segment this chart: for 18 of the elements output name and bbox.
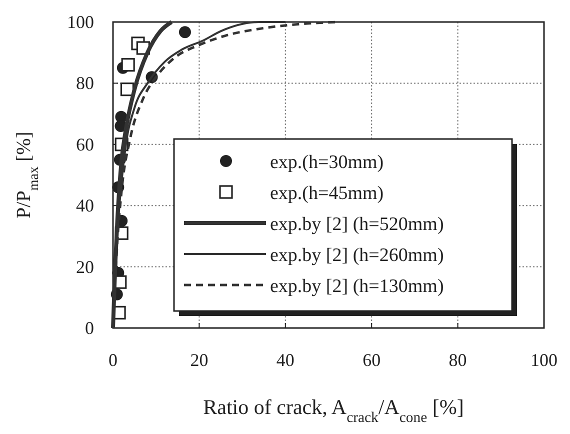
x-tick-label: 60 [362,350,381,370]
y-tick-label: 0 [85,318,94,338]
y-tick-label: 100 [67,12,94,32]
y-tick-label: 40 [76,196,94,216]
y-tick-label: 60 [76,134,94,154]
x-tick-label: 40 [276,350,294,370]
x-tick-label: 80 [448,350,467,370]
y-tick-label: 80 [76,73,94,94]
legend-label: exp.by [2] (h=130mm) [270,276,444,297]
legend-label: exp.(h=30mm) [270,152,384,173]
y-tick-label: 20 [76,256,94,277]
legend-label: exp.by [2] (h=260mm) [270,245,444,266]
x-tick-label: 20 [190,350,208,370]
x-tick-label: 100 [530,350,558,370]
x-tick-label: 0 [108,350,118,370]
legend-label: exp.by [2] (h=520mm) [270,214,444,235]
legend-label: exp.(h=45mm) [270,183,384,204]
x-axis-title: Ratio of crack, A$_{crack}$/A$_{cone}$ [%] [203,395,464,426]
